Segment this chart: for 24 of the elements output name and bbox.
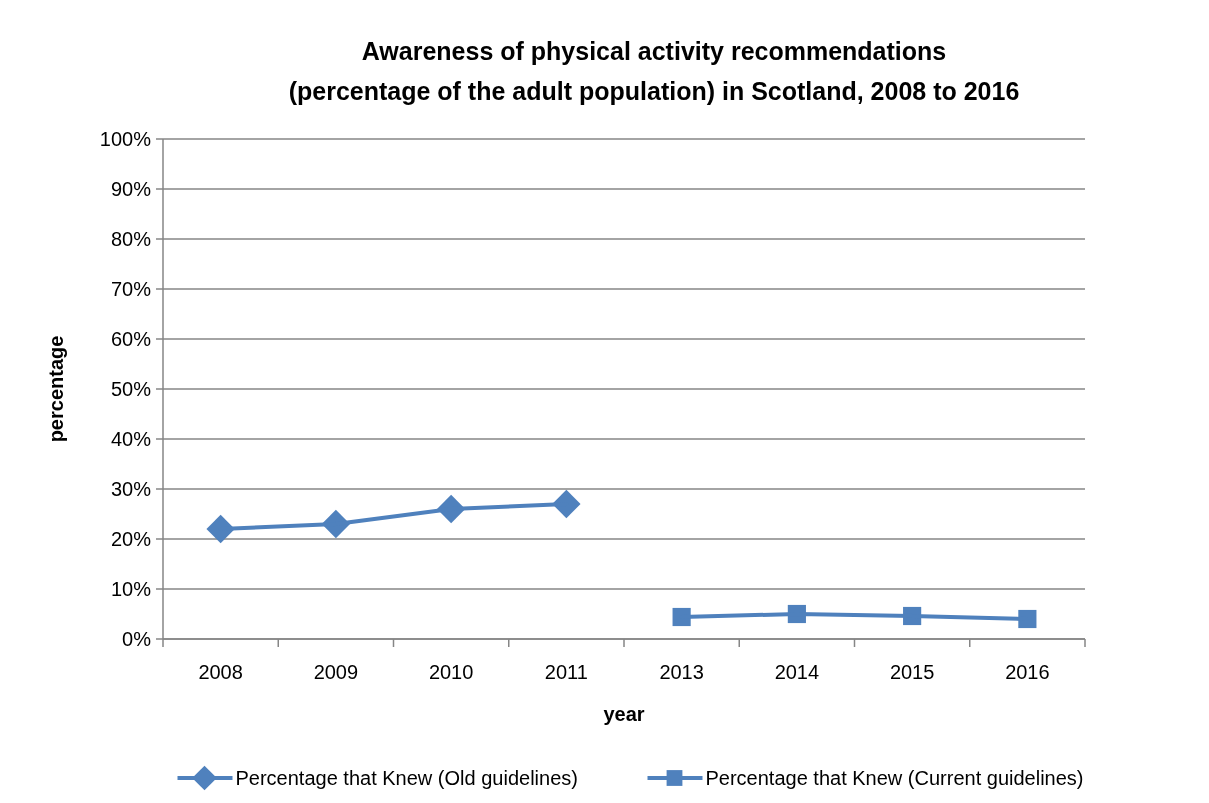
y-axis-title: percentage bbox=[45, 335, 67, 443]
y-tick-label: 0% bbox=[122, 628, 152, 650]
y-tick-label: 10% bbox=[110, 578, 152, 600]
x-tick-label: 2013 bbox=[659, 661, 704, 683]
x-tick-label: 2011 bbox=[544, 661, 588, 683]
x-tick-label: 2016 bbox=[1005, 661, 1050, 683]
x-tick-label: 2015 bbox=[889, 661, 935, 683]
y-tick-label: 80% bbox=[110, 228, 152, 250]
x-tick-label: 2008 bbox=[198, 661, 243, 683]
x-tick-label: 2009 bbox=[313, 661, 359, 683]
y-tick-label: 20% bbox=[110, 528, 152, 550]
y-tick-label: 40% bbox=[110, 428, 152, 450]
y-tick-label: 50% bbox=[110, 378, 152, 400]
y-tick-label: 30% bbox=[110, 478, 152, 500]
x-axis-title: year bbox=[603, 703, 645, 725]
y-tick-label: 100% bbox=[99, 128, 152, 150]
chart-title: Awareness of physical activity recommendations (percentage of the adult population) in Scotland, 2008 to 2016 bbox=[288, 37, 1020, 105]
x-tick-label: 2010 bbox=[428, 661, 474, 683]
y-tick-label: 70% bbox=[110, 278, 152, 300]
legend-label: Percentage that Knew (Old guidelines) bbox=[235, 767, 578, 789]
x-tick-label: 2014 bbox=[774, 661, 820, 683]
legend-label: Percentage that Knew (Current guidelines) bbox=[705, 767, 1084, 789]
y-tick-label: 90% bbox=[110, 178, 152, 200]
y-tick-label: 60% bbox=[110, 328, 152, 350]
